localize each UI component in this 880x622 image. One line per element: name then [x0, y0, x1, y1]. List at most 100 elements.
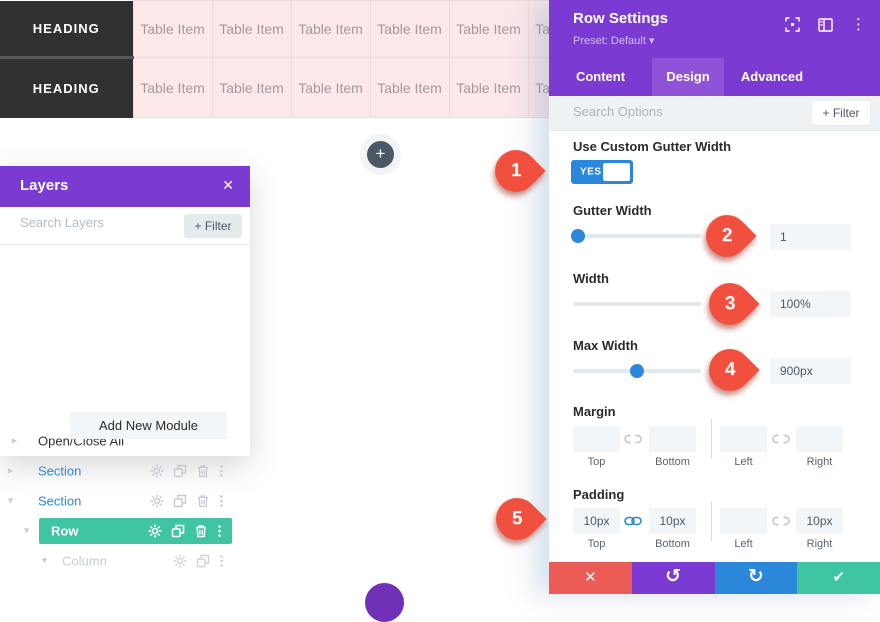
duplicate-icon[interactable]	[173, 464, 187, 478]
layers-item-column[interactable]: ▾ Column	[0, 548, 250, 574]
table-cell: Table Item	[290, 57, 371, 118]
settings-search-row: + Filter	[549, 96, 880, 131]
panel-layout-icon[interactable]	[818, 17, 833, 32]
padding-bottom-input[interactable]	[649, 508, 696, 534]
layer-item-label: Section	[38, 463, 82, 479]
duplicate-icon[interactable]	[173, 494, 187, 508]
duplicate-icon[interactable]	[171, 524, 185, 538]
gutter-width-slider-handle[interactable]	[571, 229, 585, 243]
callout-number: 3	[724, 292, 736, 314]
chevron-right-icon[interactable]: ▸	[12, 435, 18, 447]
chevron-right-icon[interactable]: ▸	[8, 465, 14, 477]
undo-button[interactable]: ↺	[631, 562, 715, 594]
callout-pin-5: 5	[487, 489, 547, 549]
layers-filter-button[interactable]: + Filter	[184, 214, 242, 238]
max-width-slider-handle[interactable]	[630, 364, 644, 378]
field-label-max-width: Max Width	[573, 338, 638, 353]
add-section-button[interactable]: +	[367, 141, 394, 168]
gear-icon[interactable]	[150, 464, 164, 478]
unlink-icon[interactable]	[624, 433, 642, 445]
callout-number: 2	[721, 224, 733, 246]
tab-design[interactable]: Design	[652, 58, 724, 96]
more-icon[interactable]	[219, 464, 224, 478]
add-new-module-button[interactable]: Add New Module	[70, 412, 227, 439]
discard-button[interactable]: ✕	[549, 562, 632, 594]
settings-tabs: Content Design Advanced	[549, 58, 880, 96]
field-label-gutter-toggle: Use Custom Gutter Width	[573, 139, 732, 154]
margin-bottom-input[interactable]	[649, 426, 696, 452]
field-label-padding: Padding	[573, 487, 625, 502]
table-cell: Table Item	[290, 0, 371, 58]
max-width-input[interactable]	[770, 358, 851, 384]
trash-icon[interactable]	[194, 524, 208, 538]
more-options-icon[interactable]: ⋮	[851, 15, 866, 33]
trash-icon[interactable]	[196, 494, 210, 508]
width-input[interactable]	[770, 291, 851, 317]
gutter-width-input[interactable]	[770, 224, 851, 250]
more-icon[interactable]	[217, 524, 222, 538]
toggle-knob[interactable]	[603, 163, 630, 181]
chevron-down-icon[interactable]: ▾	[42, 555, 48, 567]
padding-top-input[interactable]	[573, 508, 620, 534]
plus-icon: +	[375, 144, 386, 163]
gear-icon[interactable]	[173, 554, 187, 568]
check-icon: ✔	[832, 569, 845, 586]
settings-search-input[interactable]	[573, 104, 743, 119]
layers-search-input[interactable]	[20, 215, 170, 230]
toggle-on-label: YES	[580, 166, 602, 178]
margin-right-input[interactable]	[796, 426, 843, 452]
width-slider[interactable]	[573, 302, 701, 306]
focus-mode-icon[interactable]	[785, 17, 800, 32]
tab-content[interactable]: Content	[575, 69, 626, 84]
chevron-down-icon[interactable]: ▾	[24, 525, 30, 537]
gutter-width-slider[interactable]	[573, 234, 701, 238]
margin-top-input[interactable]	[573, 426, 620, 452]
chevron-down-icon[interactable]: ▾	[8, 495, 14, 507]
unlink-icon[interactable]	[772, 433, 790, 445]
callout-number: 1	[510, 159, 522, 181]
gear-icon[interactable]	[148, 524, 162, 538]
table-row: HEADING Table Item Table Item Table Item…	[0, 0, 608, 59]
more-icon[interactable]	[219, 554, 224, 568]
save-button[interactable]: ✔	[797, 562, 880, 594]
table-row: HEADING Table Item Table Item Table Item…	[0, 57, 608, 118]
table-cell: Table Item	[132, 0, 213, 58]
layers-panel: Layers ✕ + Filter ▸ Open/Close All ▸ Sec…	[0, 166, 250, 569]
table-header-cell: HEADING	[0, 0, 133, 59]
layers-item-row[interactable]: ▾ Row	[0, 518, 250, 544]
divider	[711, 501, 712, 541]
layer-item-label: Section	[38, 493, 82, 509]
gear-icon[interactable]	[150, 494, 164, 508]
redo-button[interactable]: ↻	[714, 562, 798, 594]
padding-left-input[interactable]	[720, 508, 767, 534]
tab-advanced[interactable]: Advanced	[740, 69, 804, 84]
link-icon[interactable]	[624, 515, 642, 527]
table-cell: Table Item	[132, 57, 213, 118]
callout-number: 5	[511, 507, 523, 529]
more-icon[interactable]	[219, 494, 224, 508]
layers-item-section-1[interactable]: ▸ Section	[0, 458, 250, 484]
settings-title: Row Settings	[573, 10, 669, 27]
table-header-cell: HEADING	[0, 57, 133, 118]
unlink-icon[interactable]	[772, 515, 790, 527]
padding-right-input[interactable]	[796, 508, 843, 534]
table-cell: Table Item	[448, 57, 529, 118]
layers-search-row: + Filter	[0, 207, 250, 245]
divider	[711, 419, 712, 459]
gutter-toggle[interactable]: YES	[571, 160, 633, 184]
preset-selector[interactable]: Preset: Default ▾	[573, 35, 655, 47]
table-cell: Table Item	[369, 0, 450, 58]
table-cell: Table Item	[211, 0, 292, 58]
box-label-right: Right	[806, 538, 833, 550]
trash-icon[interactable]	[196, 464, 210, 478]
page-settings-button[interactable]	[365, 583, 404, 622]
duplicate-icon[interactable]	[196, 554, 210, 568]
settings-filter-button[interactable]: + Filter	[812, 101, 870, 125]
close-icon[interactable]: ✕	[222, 177, 234, 193]
margin-left-input[interactable]	[720, 426, 767, 452]
selected-row-pill[interactable]: Row	[39, 518, 232, 544]
table-cell: Table Item	[211, 57, 292, 118]
layers-item-section-2[interactable]: ▾ Section	[0, 488, 250, 514]
settings-header: Row Settings Preset: Default ▾ ⋮	[549, 0, 880, 58]
box-label-bottom: Bottom	[655, 456, 690, 468]
